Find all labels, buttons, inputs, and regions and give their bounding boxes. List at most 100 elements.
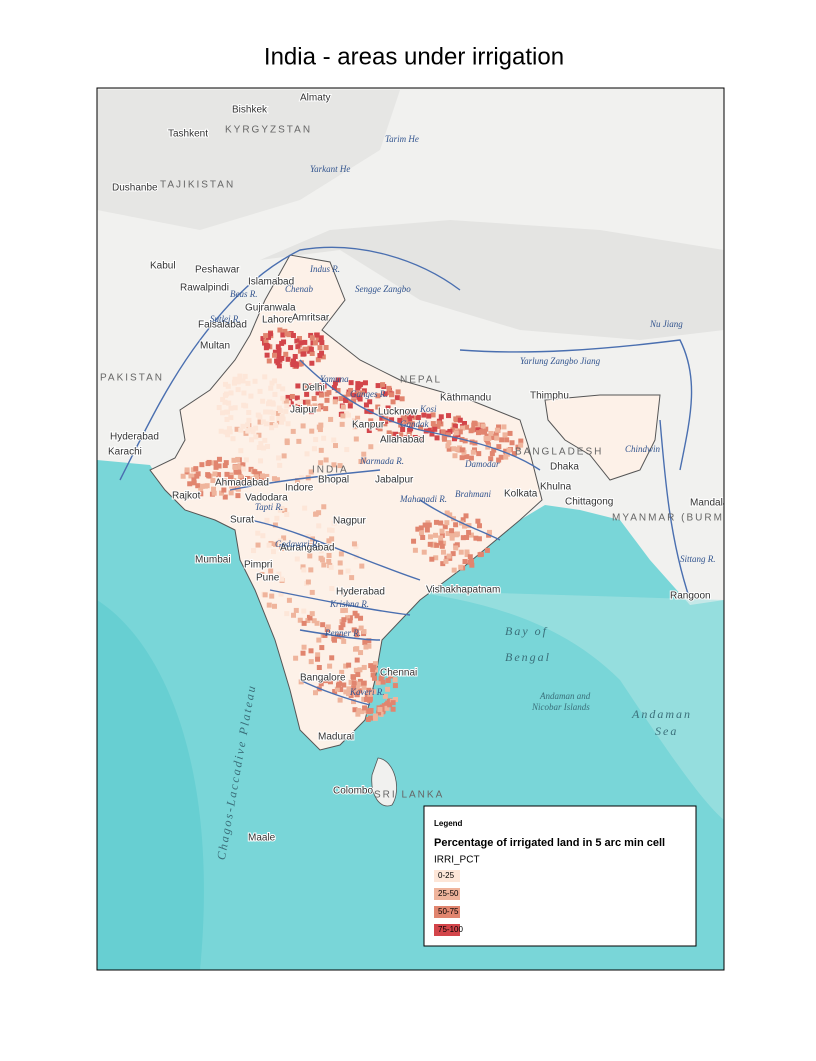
irrigated-cell bbox=[323, 457, 329, 463]
irrigated-cell bbox=[294, 556, 300, 562]
irrigated-cell bbox=[353, 688, 359, 694]
irrigated-cell bbox=[301, 608, 307, 614]
irrigated-cell bbox=[364, 693, 370, 699]
irrigated-cell bbox=[306, 383, 312, 389]
irrigated-cell bbox=[205, 461, 211, 467]
irrigated-cell bbox=[220, 410, 226, 416]
irrigated-cell bbox=[308, 659, 314, 665]
irrigated-cell bbox=[381, 703, 387, 709]
irrigated-cell bbox=[496, 457, 502, 463]
irrigated-cell bbox=[321, 435, 327, 441]
irrigated-cell bbox=[406, 431, 412, 437]
irrigated-cell bbox=[235, 493, 241, 499]
irrigated-cell bbox=[326, 527, 332, 533]
irrigated-cell bbox=[446, 440, 452, 446]
irrigated-cell bbox=[480, 423, 486, 429]
place-label: Islamabad bbox=[248, 277, 294, 288]
irrigated-cell bbox=[341, 617, 347, 623]
irrigated-cell bbox=[362, 380, 368, 386]
irrigated-cell bbox=[343, 663, 349, 669]
irrigated-cell bbox=[462, 523, 468, 529]
irrigated-cell bbox=[318, 392, 324, 398]
river-label: Chenab bbox=[285, 284, 313, 294]
irrigated-cell bbox=[329, 655, 335, 661]
irrigated-cell bbox=[297, 348, 303, 354]
irrigated-cell bbox=[253, 425, 259, 431]
place-label: Madurai bbox=[318, 732, 354, 743]
irrigated-cell bbox=[415, 526, 421, 532]
irrigated-cell bbox=[267, 331, 273, 337]
irrigated-cell bbox=[358, 625, 364, 631]
irrigated-cell bbox=[304, 451, 310, 457]
irrigated-cell bbox=[319, 645, 325, 651]
irrigated-cell bbox=[450, 551, 456, 557]
irrigated-cell bbox=[295, 344, 301, 350]
irrigated-cell bbox=[398, 432, 404, 438]
irrigated-cell bbox=[277, 538, 283, 544]
irrigated-cell bbox=[289, 393, 295, 399]
irrigated-cell bbox=[241, 390, 247, 396]
irrigated-cell bbox=[312, 403, 318, 409]
irrigated-cell bbox=[224, 409, 230, 415]
irrigated-cell bbox=[302, 339, 308, 345]
irrigated-cell bbox=[364, 408, 370, 414]
irrigated-cell bbox=[222, 381, 228, 387]
irrigated-cell bbox=[312, 340, 318, 346]
irrigated-cell bbox=[345, 568, 351, 574]
irrigated-cell bbox=[279, 413, 285, 419]
irrigated-cell bbox=[199, 462, 205, 468]
place-label: Dhaka bbox=[550, 462, 579, 473]
map: Bishkek Almaty Tashkent Dushanbe Kabul Peshaw… bbox=[97, 88, 724, 970]
irrigated-cell bbox=[359, 563, 365, 569]
irrigated-cell bbox=[426, 522, 432, 528]
legend-swatch bbox=[434, 888, 460, 900]
irrigated-cell bbox=[346, 686, 352, 692]
irrigated-cell bbox=[397, 417, 403, 423]
irrigated-cell bbox=[454, 542, 460, 548]
place-label: Jabalpur bbox=[375, 475, 414, 486]
irrigated-cell bbox=[375, 680, 381, 686]
irrigated-cell bbox=[433, 519, 439, 525]
irrigated-cell bbox=[453, 416, 459, 422]
irrigated-cell bbox=[309, 350, 315, 356]
place-label: Hyderabad bbox=[336, 587, 385, 598]
irrigated-cell bbox=[309, 360, 315, 366]
irrigated-cell bbox=[281, 453, 287, 459]
irrigated-cell bbox=[232, 485, 238, 491]
place-label: Ahmadabad bbox=[215, 478, 269, 489]
irrigated-cell bbox=[308, 409, 314, 415]
sri-lanka bbox=[371, 757, 397, 807]
irrigated-cell bbox=[359, 390, 365, 396]
irrigated-cell bbox=[449, 528, 455, 534]
irrigated-cell bbox=[252, 378, 258, 384]
irrigated-cell bbox=[357, 396, 363, 402]
irrigated-cell bbox=[274, 515, 280, 521]
place-label: Amritsar bbox=[292, 313, 330, 324]
irrigated-cell bbox=[377, 707, 383, 713]
irrigated-cell bbox=[502, 432, 508, 438]
irrigated-cell bbox=[458, 549, 464, 555]
irrigated-cell bbox=[424, 527, 430, 533]
irrigated-cell bbox=[337, 560, 343, 566]
irrigated-cell bbox=[332, 396, 338, 402]
irrigated-cell bbox=[488, 456, 494, 462]
irrigated-cell bbox=[418, 425, 424, 431]
irrigated-cell bbox=[451, 436, 457, 442]
irrigated-cell bbox=[328, 416, 334, 422]
irrigated-cell bbox=[361, 680, 367, 686]
irrigated-cell bbox=[494, 435, 500, 441]
place-label: Kathmandu bbox=[440, 393, 491, 404]
irrigated-cell bbox=[453, 430, 459, 436]
irrigated-cell bbox=[348, 679, 354, 685]
irrigated-cell bbox=[277, 327, 283, 333]
irrigated-cell bbox=[228, 490, 234, 496]
irrigated-cell bbox=[496, 424, 502, 430]
irrigated-cell bbox=[255, 542, 261, 548]
place-label: Bishkek bbox=[232, 105, 268, 116]
irrigated-cell bbox=[476, 523, 482, 529]
irrigated-cell bbox=[279, 419, 285, 425]
irrigated-cell bbox=[470, 449, 476, 455]
irrigated-cell bbox=[220, 397, 226, 403]
place-label: Delhi bbox=[302, 383, 325, 394]
irrigated-cell bbox=[476, 451, 482, 457]
